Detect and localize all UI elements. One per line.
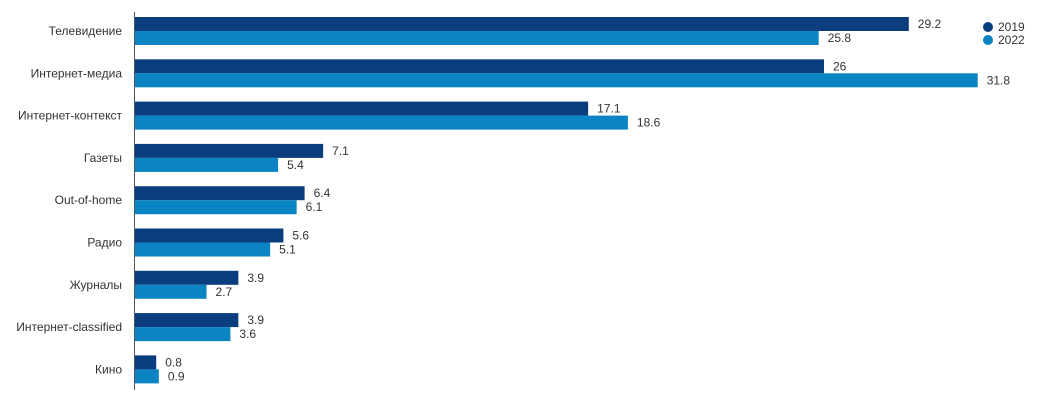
legend-label-2022: 2022 <box>998 33 1025 47</box>
category-label: Кино <box>95 362 122 376</box>
value-label-2022: 5.1 <box>279 243 296 257</box>
value-label-2019: 5.6 <box>292 229 309 243</box>
bar-2022 <box>135 115 628 130</box>
category-label: Интернет-контекст <box>18 109 122 123</box>
bars <box>135 17 978 384</box>
bar-2022 <box>135 242 271 257</box>
bar-2019 <box>135 17 909 31</box>
value-label-2022: 5.4 <box>287 158 304 172</box>
bar-2019 <box>135 186 305 201</box>
value-label-2019: 7.1 <box>332 144 349 158</box>
bar-2019 <box>135 143 324 158</box>
category-label: Интернет-classified <box>16 320 122 334</box>
legend-marker-2019 <box>983 22 993 32</box>
bar-2022 <box>135 157 279 172</box>
value-label-2022: 2.7 <box>216 285 233 299</box>
bar-2019 <box>135 59 824 74</box>
category-labels: Телевидение Интернет-медиа Интернет-контек… <box>16 24 122 376</box>
category-label: Интернет-медиа <box>31 66 123 80</box>
value-labels: 29.2 25.8 26 31.8 17.1 18.6 7.1 5.4 6.46.1 5.65.1… <box>165 17 1010 383</box>
value-label-2022: 0.9 <box>168 369 185 383</box>
bar-2022 <box>135 327 231 342</box>
category-label: Радио <box>87 236 122 250</box>
legend-label-2019: 2019 <box>998 20 1025 34</box>
value-label-2022: 6.1 <box>306 200 323 214</box>
value-label-2019: 29.2 <box>918 17 942 31</box>
bar-2022 <box>135 31 819 45</box>
value-label-2019: 3.9 <box>247 271 264 285</box>
value-label-2022: 31.8 <box>987 73 1011 87</box>
bar-2019 <box>135 228 284 243</box>
value-label-2019: 6.4 <box>314 186 331 200</box>
category-label: Телевидение <box>49 24 123 38</box>
bar-2022 <box>135 73 978 88</box>
value-label-2019: 26 <box>833 59 847 73</box>
bar-2019 <box>135 313 239 328</box>
category-label: Газеты <box>84 151 122 165</box>
category-label: Out-of-home <box>55 193 123 207</box>
bar-2019 <box>135 270 239 285</box>
legend-marker-2022 <box>983 35 993 45</box>
value-label-2022: 3.6 <box>239 327 256 341</box>
value-label-2022: 25.8 <box>828 31 852 45</box>
bar-2022 <box>135 200 297 215</box>
bar-2022 <box>135 284 207 299</box>
value-label-2019: 0.8 <box>165 355 182 369</box>
value-label-2019: 17.1 <box>597 102 621 116</box>
bar-2019 <box>135 101 589 116</box>
value-label-2019: 3.9 <box>247 313 264 327</box>
bar-2022 <box>135 369 159 384</box>
category-label: Журналы <box>70 278 122 292</box>
value-label-2022: 18.6 <box>637 116 661 130</box>
bar-2019 <box>135 355 157 370</box>
